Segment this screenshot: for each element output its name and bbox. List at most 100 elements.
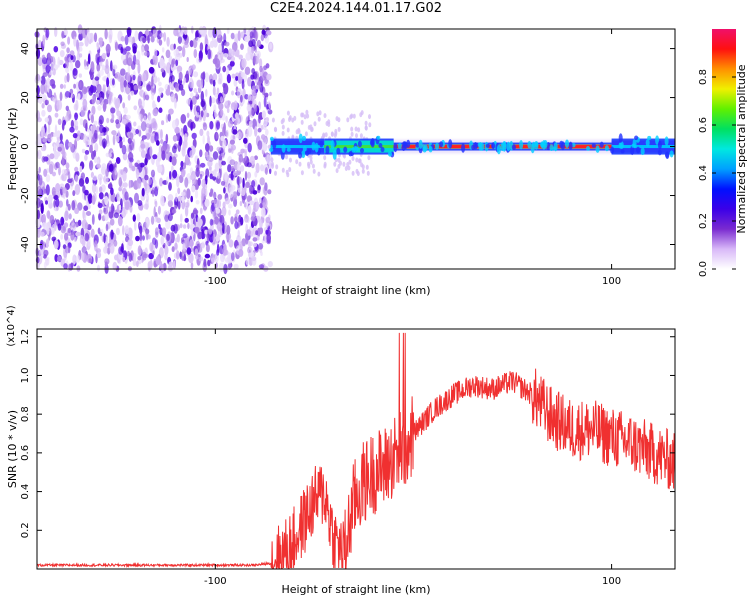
noise-blob <box>148 115 152 125</box>
noise-blob <box>67 171 71 180</box>
noise-blob <box>253 104 258 113</box>
noise-blob <box>137 62 141 74</box>
noise-blob <box>237 229 240 238</box>
noise-blob <box>330 132 334 137</box>
noise-blob <box>261 110 266 119</box>
noise-blob <box>285 154 288 160</box>
noise-blob <box>105 168 109 177</box>
noise-blob <box>200 90 204 102</box>
spectrogram-ytick-label: -20 <box>20 187 31 203</box>
band-speck <box>665 151 669 158</box>
noise-blob <box>54 221 57 232</box>
noise-blob <box>269 91 272 97</box>
noise-blob <box>237 114 243 123</box>
spectrogram-frame <box>36 28 676 270</box>
band-speck <box>618 142 623 149</box>
noise-blob <box>235 209 240 215</box>
noise-blob <box>148 252 154 260</box>
noise-blob <box>41 155 46 163</box>
noise-blob <box>150 135 155 144</box>
noise-blob <box>156 77 160 82</box>
noise-blob <box>212 169 217 178</box>
noise-blob <box>149 146 153 157</box>
noise-blob <box>166 176 170 186</box>
noise-blob <box>141 72 147 82</box>
noise-blob <box>254 171 258 178</box>
noise-blob <box>177 35 182 45</box>
noise-blob <box>274 170 277 176</box>
noise-blob <box>38 248 45 259</box>
noise-blob <box>64 75 68 84</box>
noise-blob <box>74 236 77 243</box>
noise-blob <box>96 125 100 133</box>
noise-blob <box>128 179 132 189</box>
noise-blob <box>281 124 285 130</box>
noise-blob <box>202 135 205 145</box>
noise-blob <box>260 164 264 172</box>
noise-blob <box>195 91 198 97</box>
snr-xtick-label: -100 <box>204 576 227 587</box>
noise-blob <box>180 169 186 178</box>
noise-blob <box>187 161 192 166</box>
noise-blob <box>134 221 137 231</box>
noise-blob <box>98 115 104 125</box>
noise-blob <box>74 120 79 127</box>
band-speck <box>325 145 330 155</box>
noise-blob <box>194 248 199 256</box>
band-speck <box>620 149 625 154</box>
noise-blob <box>161 150 166 161</box>
noise-blob <box>70 222 77 231</box>
snr-plot-area <box>37 329 675 569</box>
noise-blob <box>59 133 63 142</box>
noise-blob <box>265 216 271 224</box>
noise-blob <box>96 42 99 48</box>
noise-blob <box>238 248 244 257</box>
noise-blob <box>122 192 125 202</box>
noise-blob <box>212 151 219 160</box>
noise-blob <box>254 155 258 160</box>
noise-blob <box>213 208 217 220</box>
noise-blob <box>75 60 81 69</box>
noise-blob <box>167 265 173 272</box>
noise-blob <box>54 112 59 118</box>
noise-blob <box>209 78 213 85</box>
band-speck <box>298 152 303 159</box>
noise-blob <box>53 132 57 137</box>
noise-blob <box>54 94 58 105</box>
noise-blob <box>55 197 60 208</box>
snr-ytick-label: 0.4 <box>20 484 31 500</box>
band-speck <box>527 140 532 149</box>
noise-blob <box>235 112 239 119</box>
noise-blob <box>44 85 48 93</box>
noise-blob <box>154 200 158 208</box>
noise-blob <box>160 235 165 246</box>
noise-blob <box>72 133 78 139</box>
noise-blob <box>64 56 68 62</box>
noise-blob <box>50 61 54 73</box>
noise-blob <box>154 186 159 197</box>
band-speck <box>630 145 635 156</box>
band-speck <box>669 150 674 158</box>
noise-blob <box>190 122 193 131</box>
noise-blob <box>53 239 59 250</box>
noise-blob <box>35 73 41 82</box>
noise-blob <box>143 203 149 210</box>
noise-blob <box>205 89 208 97</box>
noise-blob <box>165 114 169 123</box>
noise-blob <box>220 180 226 186</box>
noise-blob <box>348 159 352 165</box>
noise-blob <box>189 100 193 111</box>
noise-blob <box>259 58 263 68</box>
noise-blob <box>178 83 184 91</box>
noise-blob <box>298 161 302 167</box>
noise-blob <box>238 54 243 60</box>
noise-blob <box>168 182 172 191</box>
noise-blob <box>216 248 220 256</box>
noise-blob <box>190 212 195 219</box>
noise-blob <box>94 142 99 153</box>
noise-blob <box>163 32 167 42</box>
noise-blob <box>232 191 238 200</box>
noise-blob <box>243 27 247 35</box>
noise-blob <box>209 95 212 107</box>
